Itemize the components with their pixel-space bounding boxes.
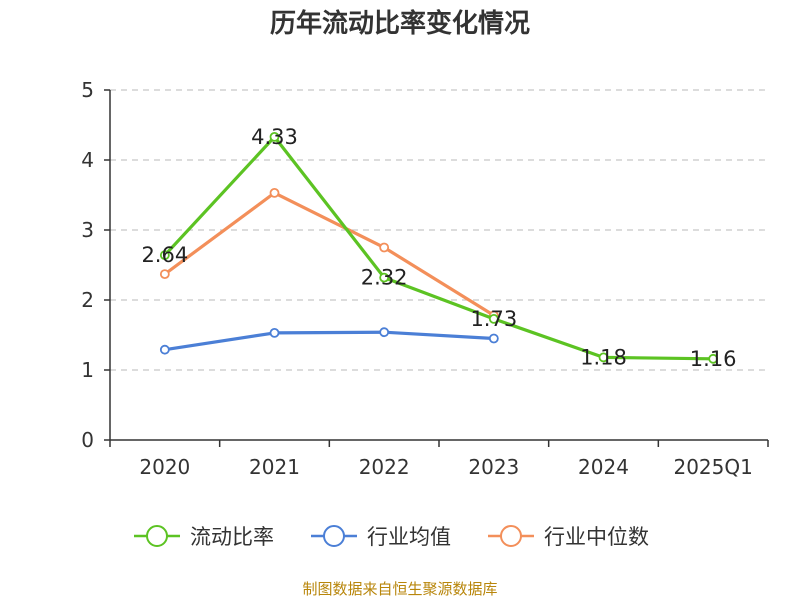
legend-label: 行业均值 bbox=[367, 525, 451, 549]
x-tick-label: 2023 bbox=[468, 455, 519, 479]
source-note: 制图数据来自恒生聚源数据库 bbox=[302, 580, 497, 598]
data-point bbox=[269, 187, 280, 198]
data-label: 1.73 bbox=[470, 307, 517, 331]
y-tick-label: 2 bbox=[81, 288, 94, 312]
series-line bbox=[164, 330, 494, 352]
y-tick-label: 1 bbox=[81, 358, 94, 382]
data-label: 1.16 bbox=[690, 347, 737, 371]
data-point bbox=[269, 327, 280, 338]
legend-marker bbox=[323, 525, 345, 547]
data-label: 2.64 bbox=[141, 243, 188, 267]
y-tick-label: 3 bbox=[81, 218, 94, 242]
data-point bbox=[159, 344, 170, 355]
legend-marker bbox=[500, 525, 522, 547]
data-point bbox=[379, 327, 390, 338]
data-point bbox=[269, 131, 280, 142]
data-point bbox=[598, 352, 609, 363]
data-point bbox=[159, 269, 170, 280]
data-point bbox=[159, 250, 170, 261]
x-tick-label: 2024 bbox=[578, 455, 629, 479]
chart-title: 历年流动比率变化情况 bbox=[270, 8, 530, 39]
x-tick-label: 2025Q1 bbox=[673, 455, 752, 479]
y-tick-label: 0 bbox=[81, 428, 94, 452]
legend-marker bbox=[146, 525, 168, 547]
data-point bbox=[379, 242, 390, 253]
data-label: 4.33 bbox=[251, 125, 298, 149]
legend-label: 行业中位数 bbox=[544, 525, 649, 549]
axes: 0 1 2 3 4 5 2020 2021 2022 2023 2024 2025Q1 bbox=[81, 78, 769, 479]
data-point bbox=[488, 313, 499, 324]
data-point bbox=[379, 272, 390, 283]
y-tick-label: 4 bbox=[81, 148, 94, 172]
data-label: 2.32 bbox=[361, 266, 408, 290]
x-tick-label: 2022 bbox=[359, 455, 410, 479]
data-point bbox=[488, 333, 499, 344]
grid bbox=[110, 89, 768, 371]
legend-label: 流动比率 bbox=[190, 525, 274, 549]
series-line bbox=[163, 191, 495, 317]
series-layer bbox=[159, 131, 719, 364]
y-tick-label: 5 bbox=[81, 78, 94, 102]
series-line bbox=[163, 135, 714, 361]
legend: 流动比率 行业均值 行业中位数 bbox=[134, 525, 649, 549]
x-tick-label: 2020 bbox=[139, 455, 190, 479]
data-point bbox=[708, 353, 719, 364]
x-tick-label: 2021 bbox=[249, 455, 300, 479]
data-labels: 2.64 4.33 2.32 1.73 1.18 1.16 bbox=[141, 125, 736, 371]
data-label: 1.18 bbox=[580, 345, 627, 369]
